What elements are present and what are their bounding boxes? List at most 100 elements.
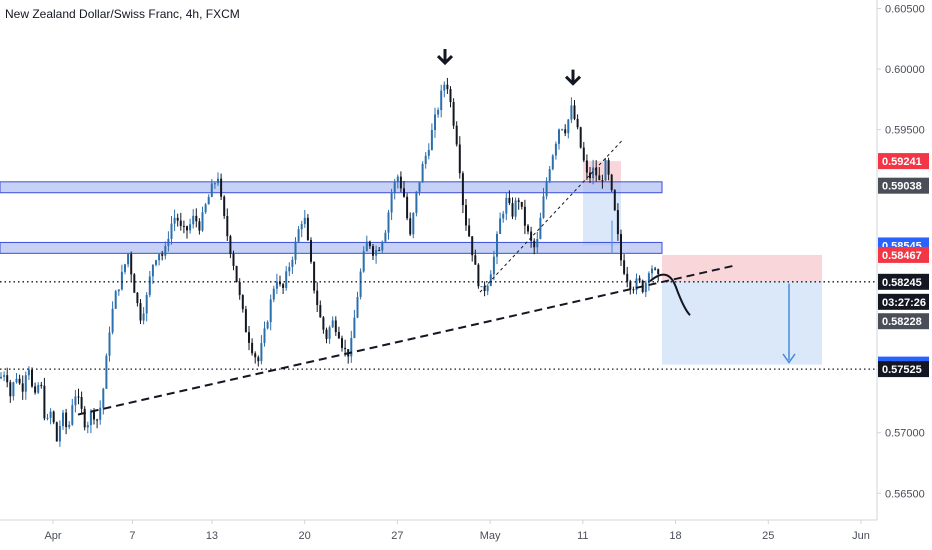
candle-body	[117, 289, 120, 292]
candle-body	[601, 180, 604, 182]
candle-body	[651, 268, 653, 274]
candle-body	[133, 274, 136, 293]
candle-body	[220, 178, 223, 197]
candle-body	[93, 411, 95, 420]
candle-body	[226, 215, 229, 237]
candle-body	[616, 210, 619, 235]
stop-loss-zone	[662, 254, 822, 282]
candle-body	[446, 84, 449, 90]
candle-body	[49, 411, 52, 418]
price-label-bg	[878, 293, 929, 310]
candle-body	[294, 241, 297, 260]
candle-body	[139, 303, 142, 321]
candle-body	[644, 282, 647, 292]
price-label-bg	[878, 153, 929, 170]
candle-body	[9, 382, 12, 397]
candle-body	[155, 260, 157, 265]
price-label-bg	[878, 177, 929, 194]
candle-body	[235, 265, 238, 283]
candle-body	[12, 382, 15, 397]
candle-body	[248, 332, 250, 343]
candle-body	[124, 264, 126, 272]
candle-body	[486, 285, 489, 292]
candle-body	[412, 212, 415, 235]
x-tick-label: Apr	[44, 530, 61, 542]
candle-body	[647, 273, 650, 283]
candle-body	[440, 90, 443, 111]
candle-body	[325, 329, 328, 339]
candle-body	[629, 281, 632, 290]
candle-body	[654, 268, 657, 270]
candle-body	[530, 231, 533, 241]
candle-body	[424, 155, 427, 164]
candle-body	[207, 196, 210, 205]
candle-body	[263, 328, 266, 344]
price-label: 0.59241	[882, 156, 922, 168]
axes: 0.60500 0.60000 0.59500 0.57000 0.56500 Apr 7 1…	[0, 0, 925, 542]
candle-body	[350, 338, 353, 357]
candle-body	[127, 254, 130, 265]
candle-body	[598, 175, 601, 181]
candle-body	[297, 229, 300, 242]
candle-body	[328, 327, 331, 339]
y-tick-label: 0.56500	[885, 488, 925, 500]
candle-body	[492, 256, 495, 275]
candle-body	[254, 353, 257, 358]
candle-body	[508, 197, 511, 204]
candle-body	[313, 261, 316, 291]
candle-body	[266, 322, 269, 329]
x-tick-label: May	[480, 530, 501, 542]
candle-body	[285, 271, 288, 288]
candle-body	[86, 425, 89, 428]
candle-body	[210, 183, 213, 197]
candles	[0, 77, 660, 447]
trade-setup-layer	[583, 161, 822, 365]
candle-body	[576, 118, 579, 128]
candle-body	[130, 254, 133, 275]
candle-body	[229, 236, 232, 254]
candle-body	[272, 288, 275, 300]
candle-body	[279, 281, 281, 285]
candle-body	[378, 250, 381, 252]
drawing-lines	[0, 49, 877, 416]
candle-body	[310, 240, 312, 262]
candle-body	[201, 212, 204, 231]
candle-body	[167, 238, 170, 246]
candle-body	[223, 196, 226, 216]
candle-body	[46, 417, 49, 419]
resistance-zone-1	[0, 181, 663, 194]
candle-body	[319, 305, 322, 318]
candle-body	[74, 396, 77, 406]
candle-body	[186, 226, 188, 231]
candle-body	[27, 369, 30, 376]
candle-body	[455, 125, 458, 145]
candle-body	[561, 129, 564, 131]
candle-body	[151, 264, 154, 277]
candle-body	[0, 376, 2, 379]
y-tick-label: 0.59500	[885, 125, 925, 137]
candle-body	[238, 282, 241, 296]
candle-body	[632, 289, 635, 291]
candle-body	[341, 338, 343, 348]
candle-body	[213, 183, 216, 185]
resistance-zones	[0, 181, 663, 254]
candle-body	[80, 397, 83, 409]
candle-body	[527, 225, 529, 232]
candle-body	[275, 281, 278, 289]
candle-body	[554, 143, 557, 156]
candle-body	[173, 217, 176, 224]
candle-body	[291, 259, 294, 267]
candle-body	[579, 127, 582, 148]
candle-body	[437, 110, 440, 115]
candle-body	[232, 253, 235, 266]
candle-body	[362, 251, 365, 272]
x-tick-label: 18	[669, 530, 681, 542]
candle-body	[458, 144, 461, 174]
candle-body	[415, 191, 418, 213]
candle-body	[533, 240, 536, 248]
price-label: 0.58467	[882, 250, 922, 262]
candle-body	[18, 378, 21, 384]
candle-body	[217, 178, 219, 184]
trendline-1	[77, 264, 736, 416]
